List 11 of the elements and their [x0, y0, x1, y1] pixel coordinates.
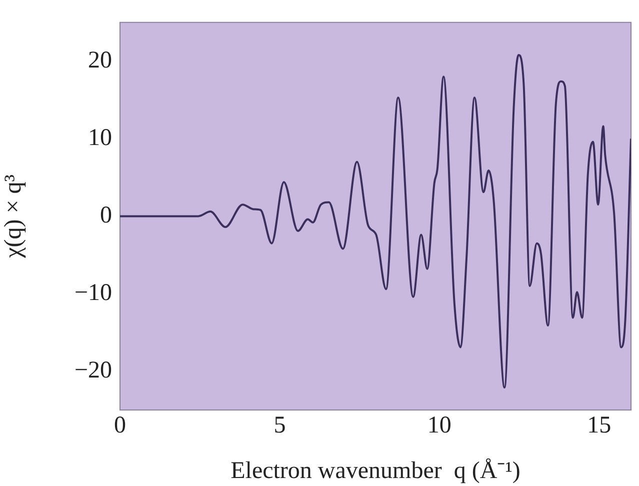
- y-tick-label: 0: [100, 202, 112, 228]
- x-tick-label: 15: [587, 412, 612, 439]
- x-axis-title: Electron wavenumber q (Å⁻¹): [230, 458, 520, 484]
- x-tick-label: 10: [427, 412, 452, 439]
- line-series: [120, 54, 631, 389]
- y-tick-label: −20: [74, 358, 112, 384]
- y-tick-label: 10: [88, 124, 112, 151]
- x-tick-label: 5: [274, 412, 286, 439]
- y-axis-title: χ(q) × q³: [0, 174, 27, 259]
- y-tick-label: 20: [88, 47, 112, 74]
- y-tick-label: −10: [74, 280, 112, 306]
